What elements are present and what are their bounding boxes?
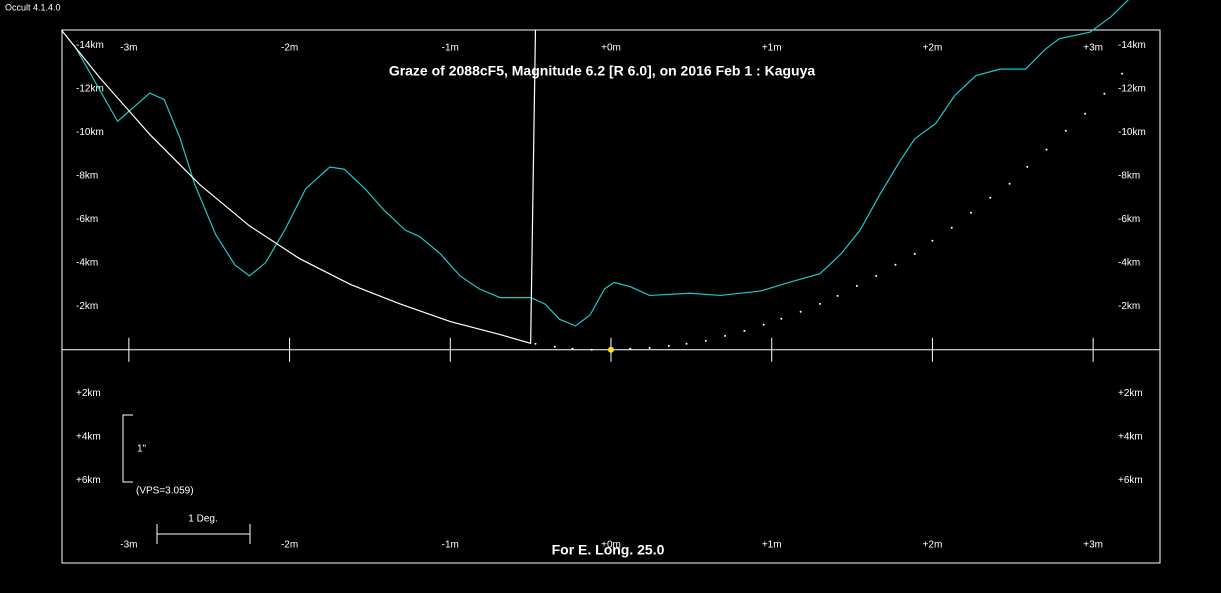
path-dot: [931, 239, 934, 242]
path-dot: [608, 346, 614, 353]
x-tick-label: +3m: [1083, 43, 1103, 54]
path-dot: [629, 347, 632, 350]
y-tick-label: +2km: [1118, 388, 1143, 399]
path-dot: [724, 334, 727, 337]
x-tick-label: -1m: [442, 43, 459, 54]
x-tick-label: +2m: [923, 540, 943, 551]
chart-title: Graze of 2088cF5, Magnitude 6.2 [R 6.0],…: [389, 63, 816, 79]
y-tick-label: +2km: [76, 388, 101, 399]
series-line: [60, 29, 537, 345]
deg-scale: [156, 524, 251, 544]
path-dot: [685, 342, 688, 345]
y-tick-label: -10km: [76, 127, 104, 138]
path-dot: [704, 339, 707, 342]
x-tick-label: -2m: [281, 540, 298, 551]
path-dot: [667, 344, 670, 347]
path-dot: [590, 348, 593, 351]
path-dot: [1045, 148, 1048, 151]
y-tick-label: +4km: [1118, 431, 1143, 442]
y-tick-label: -2km: [76, 301, 98, 312]
path-dot: [1064, 129, 1067, 132]
path-dot: [1084, 112, 1087, 115]
x-tick-label: +2m: [923, 43, 943, 54]
x-tick-label: -2m: [281, 43, 298, 54]
path-dot: [648, 346, 651, 349]
path-dot: [913, 252, 916, 255]
path-dot: [553, 345, 556, 348]
path-dot: [855, 284, 858, 287]
y-tick-label: -6km: [76, 214, 98, 225]
path-dot: [950, 226, 953, 229]
x-tick-label: -1m: [442, 540, 459, 551]
x-tick-label: +3m: [1083, 540, 1103, 551]
y-tick-label: -14km: [76, 40, 104, 51]
path-dot: [780, 317, 783, 320]
footer: For E. Long. 25.0: [552, 542, 665, 558]
x-tick-label: +1m: [762, 540, 782, 551]
path-dot: [989, 196, 992, 199]
x-tick-label: +0m: [601, 540, 621, 551]
path-dot: [1103, 92, 1106, 95]
y-tick-label: -14km: [1118, 40, 1146, 51]
x-tick-label: +0m: [601, 43, 621, 54]
y-tick-label: -12km: [76, 83, 104, 94]
path-dot: [762, 323, 765, 326]
y-tick-label: -4km: [1118, 257, 1140, 268]
path-dot: [1008, 182, 1011, 185]
y-tick-label: -2km: [1118, 301, 1140, 312]
x-tick-label: -3m: [120, 540, 137, 551]
x-tick-label: +1m: [762, 43, 782, 54]
scale-bracket: [122, 414, 133, 483]
y-tick-label: +4km: [76, 431, 101, 442]
scale-label: 1": [137, 444, 147, 455]
path-dot: [799, 310, 802, 313]
path-dot: [875, 274, 878, 277]
series-line: [73, 0, 1129, 327]
app-title: Occult 4.1.4.0: [5, 2, 61, 12]
plot-frame: [61, 29, 1161, 564]
y-tick-label: -12km: [1118, 83, 1146, 94]
path-dot: [836, 294, 839, 297]
y-tick-label: -6km: [1118, 214, 1140, 225]
path-dot: [894, 263, 897, 266]
path-dot: [571, 347, 574, 350]
y-tick-label: -8km: [1118, 170, 1140, 181]
path-dot: [1026, 165, 1029, 168]
path-dot: [743, 329, 746, 332]
y-tick-label: -4km: [76, 257, 98, 268]
path-dot: [1121, 72, 1124, 75]
path-dot: [818, 302, 821, 305]
path-dot: [534, 342, 537, 345]
y-tick-label: -10km: [1118, 127, 1146, 138]
x-tick-label: -3m: [120, 43, 137, 54]
y-tick-label: +6km: [1118, 475, 1143, 486]
path-dot: [970, 211, 972, 214]
y-tick-label: +6km: [76, 475, 101, 486]
deg-label: 1 Deg.: [188, 514, 217, 525]
vps-label: (VPS=3.059): [136, 486, 194, 497]
y-tick-label: -8km: [76, 170, 98, 181]
